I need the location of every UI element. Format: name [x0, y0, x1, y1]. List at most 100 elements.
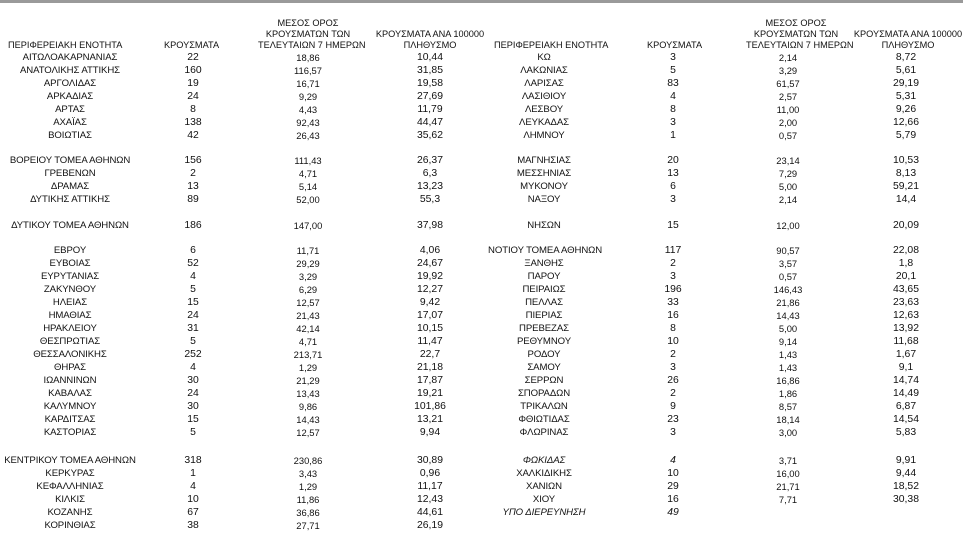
cell-avg: 1,29 — [298, 362, 318, 373]
cell-name: ΙΩΑΝΝΙΝΩΝ — [43, 375, 97, 386]
cell-cases: 160 — [184, 65, 202, 76]
cell-per100k: 14,4 — [895, 194, 917, 205]
header-avg-line1: ΜΕΣΟΣ ΟΡΟΣ — [765, 18, 827, 28]
cell-cases: 3 — [670, 362, 676, 373]
cell-per100k: 19,92 — [416, 271, 443, 282]
cell-name: ΓΡΕΒΕΝΩΝ — [44, 168, 96, 179]
cell-avg: 18,14 — [776, 414, 800, 425]
cell-per100k: 4,06 — [419, 245, 441, 256]
cell-per100k: 17,87 — [416, 375, 443, 386]
cell-avg: 14,43 — [776, 310, 800, 321]
table-row: ΚΩ 3 2,14 8,72 — [0, 51, 963, 64]
table-row: ΚΑΛΥΜΝΟΥ 30 9,86 101,86 — [0, 400, 963, 413]
cell-per100k: 11,79 — [417, 104, 443, 115]
cell-name: ΜΕΣΣΗΝΙΑΣ — [516, 168, 572, 179]
cell-per100k: 9,44 — [895, 468, 917, 479]
cell-avg: 21,29 — [296, 375, 320, 386]
cell-name: ΥΠΟ ΔΙΕΡΕΥΝΗΣΗ — [502, 507, 586, 518]
cell-per100k: 59,21 — [892, 181, 919, 192]
cell-per100k: 10,44 — [416, 52, 443, 63]
cell-avg: 11,71 — [296, 245, 320, 256]
cell-avg: 1,43 — [778, 362, 798, 373]
table-row: ΗΛΕΙΑΣ 15 12,57 9,42 — [0, 296, 963, 309]
table-row: ΚΙΛΚΙΣ 10 11,86 12,43 — [0, 493, 963, 506]
table-row: ΥΠΟ ΔΙΕΡΕΥΝΗΣΗ 49 — [0, 506, 963, 519]
cell-avg: 9,86 — [298, 401, 318, 412]
cell-per100k: 44,47 — [416, 117, 443, 128]
cell-cases: 19 — [187, 78, 199, 89]
table-row: ΔΥΤΙΚΟΥ ΤΟΜΕΑ ΑΘΗΝΩΝ 186 147,00 37,98 — [0, 219, 963, 232]
cell-avg: 8,57 — [778, 401, 798, 412]
cell-name: ΣΑΜΟΥ — [527, 362, 561, 373]
table-row: ΤΡΙΚΑΛΩΝ 9 8,57 6,87 — [0, 400, 963, 413]
cell-per100k: 9,94 — [419, 427, 441, 438]
cell-per100k: 29,19 — [892, 78, 919, 89]
cell-avg: 6,29 — [298, 284, 318, 295]
cell-avg: 2,14 — [778, 194, 798, 205]
cell-name: ΘΕΣΣΑΛΟΝΙΚΗΣ — [33, 349, 107, 360]
cell-avg: 0,57 — [778, 130, 798, 141]
header-per100k-line1: ΚΡΟΥΣΜΑΤΑ ΑΝΑ 100000 — [853, 29, 963, 39]
cell-per100k: 44,61 — [416, 507, 443, 518]
cell-name: ΧΑΛΚΙΔΙΚΗΣ — [516, 468, 572, 479]
cell-cases: 31 — [187, 323, 199, 334]
cell-avg: 7,29 — [778, 168, 798, 179]
cell-per100k: 5,83 — [895, 427, 917, 438]
cell-per100k: 14,54 — [892, 414, 919, 425]
table-row: ΑΡΚΑΔΙΑΣ 24 9,29 27,69 — [0, 90, 963, 103]
cell-per100k: 22,08 — [892, 245, 919, 256]
table-row: ΧΙΟΥ 16 7,71 30,38 — [0, 493, 963, 506]
cell-cases: 6 — [190, 245, 196, 256]
cell-per100k: 8,72 — [895, 52, 917, 63]
cell-per100k: 14,74 — [892, 375, 919, 386]
cell-per100k: 55,3 — [419, 194, 441, 205]
header-per100k-left: ΚΡΟΥΣΜΑΤΑ ΑΝΑ 100000 ΠΛΗΘΥΣΜΟ — [370, 29, 490, 51]
header-per100k-line2: ΠΛΗΘΥΣΜΟ — [403, 40, 457, 50]
table-row: ΜΕΣΣΗΝΙΑΣ 13 7,29 8,13 — [0, 167, 963, 180]
cell-cases: 4 — [190, 362, 196, 373]
cell-avg: 21,43 — [296, 310, 320, 321]
cell-name: ΜΑΓΝΗΣΙΑΣ — [517, 155, 571, 166]
table-row: ΛΕΣΒΟΥ 8 11,00 9,26 — [0, 103, 963, 116]
cell-cases: 16 — [667, 494, 679, 505]
cell-name: ΘΗΡΑΣ — [54, 362, 86, 373]
cell-avg: 3,43 — [298, 468, 318, 479]
table-row: ΛΑΣΙΘΙΟΥ 4 2,57 5,31 — [0, 90, 963, 103]
table-row: ΔΥΤΙΚΗΣ ΑΤΤΙΚΗΣ 89 52,00 55,3 — [0, 193, 963, 206]
cell-per100k: 30,89 — [416, 455, 443, 466]
cell-cases: 3 — [670, 52, 676, 63]
cell-name: ΤΡΙΚΑΛΩΝ — [520, 401, 568, 412]
cell-cases: 4 — [670, 91, 676, 102]
table-row: ΧΑΛΚΙΔΙΚΗΣ 10 16,00 9,44 — [0, 467, 963, 480]
header-avg-right: ΜΕΣΟΣ ΟΡΟΣ ΚΡΟΥΣΜΑΤΩΝ ΤΩΝ ΤΕΛΕΥΤΑΙΩΝ 7 Η… — [746, 18, 854, 51]
cell-cases: 4 — [190, 271, 196, 282]
cell-cases: 2 — [670, 388, 676, 399]
cell-cases: 3 — [670, 117, 676, 128]
cell-avg: 23,14 — [776, 155, 800, 166]
cell-name: ΗΡΑΚΛΕΙΟΥ — [43, 323, 97, 334]
cell-name: ΑΙΤΩΛΟΑΚΑΡΝΑΝΙΑΣ — [22, 52, 118, 63]
cell-name: ΛΕΣΒΟΥ — [524, 104, 564, 115]
cell-avg: 18,86 — [296, 52, 320, 63]
cell-name: ΝΟΤΙΟΥ ΤΟΜΕΑ ΑΘΗΝΩΝ — [488, 245, 603, 256]
cell-cases: 52 — [187, 258, 199, 269]
cell-per100k: 17,07 — [416, 310, 443, 321]
cell-per100k: 26,19 — [416, 520, 443, 531]
cell-name: ΚΕΝΤΡΙΚΟΥ ΤΟΜΕΑ ΑΘΗΝΩΝ — [4, 455, 136, 466]
cell-name: ΠΡΕΒΕΖΑΣ — [519, 323, 569, 334]
cell-cases: 30 — [187, 401, 199, 412]
cell-cases: 5 — [190, 284, 196, 295]
cell-cases: 24 — [187, 310, 199, 321]
cell-per100k: 24,67 — [416, 258, 443, 269]
cell-cases: 156 — [184, 155, 202, 166]
cell-avg: 11,86 — [296, 494, 320, 505]
cell-name: ΝΑΞΟΥ — [527, 194, 561, 205]
table-row: ΣΑΜΟΥ 3 1,43 9,1 — [0, 361, 963, 374]
cell-name: ΦΘΙΩΤΙΔΑΣ — [518, 414, 570, 425]
cell-cases: 138 — [184, 117, 202, 128]
cell-cases: 13 — [667, 168, 679, 179]
cell-name: ΗΜΑΘΙΑΣ — [48, 310, 92, 321]
header-avg-line2: ΚΡΟΥΣΜΑΤΩΝ ΤΩΝ — [265, 29, 351, 39]
cell-per100k: 30,38 — [892, 494, 919, 505]
cell-cases: 117 — [664, 245, 682, 256]
